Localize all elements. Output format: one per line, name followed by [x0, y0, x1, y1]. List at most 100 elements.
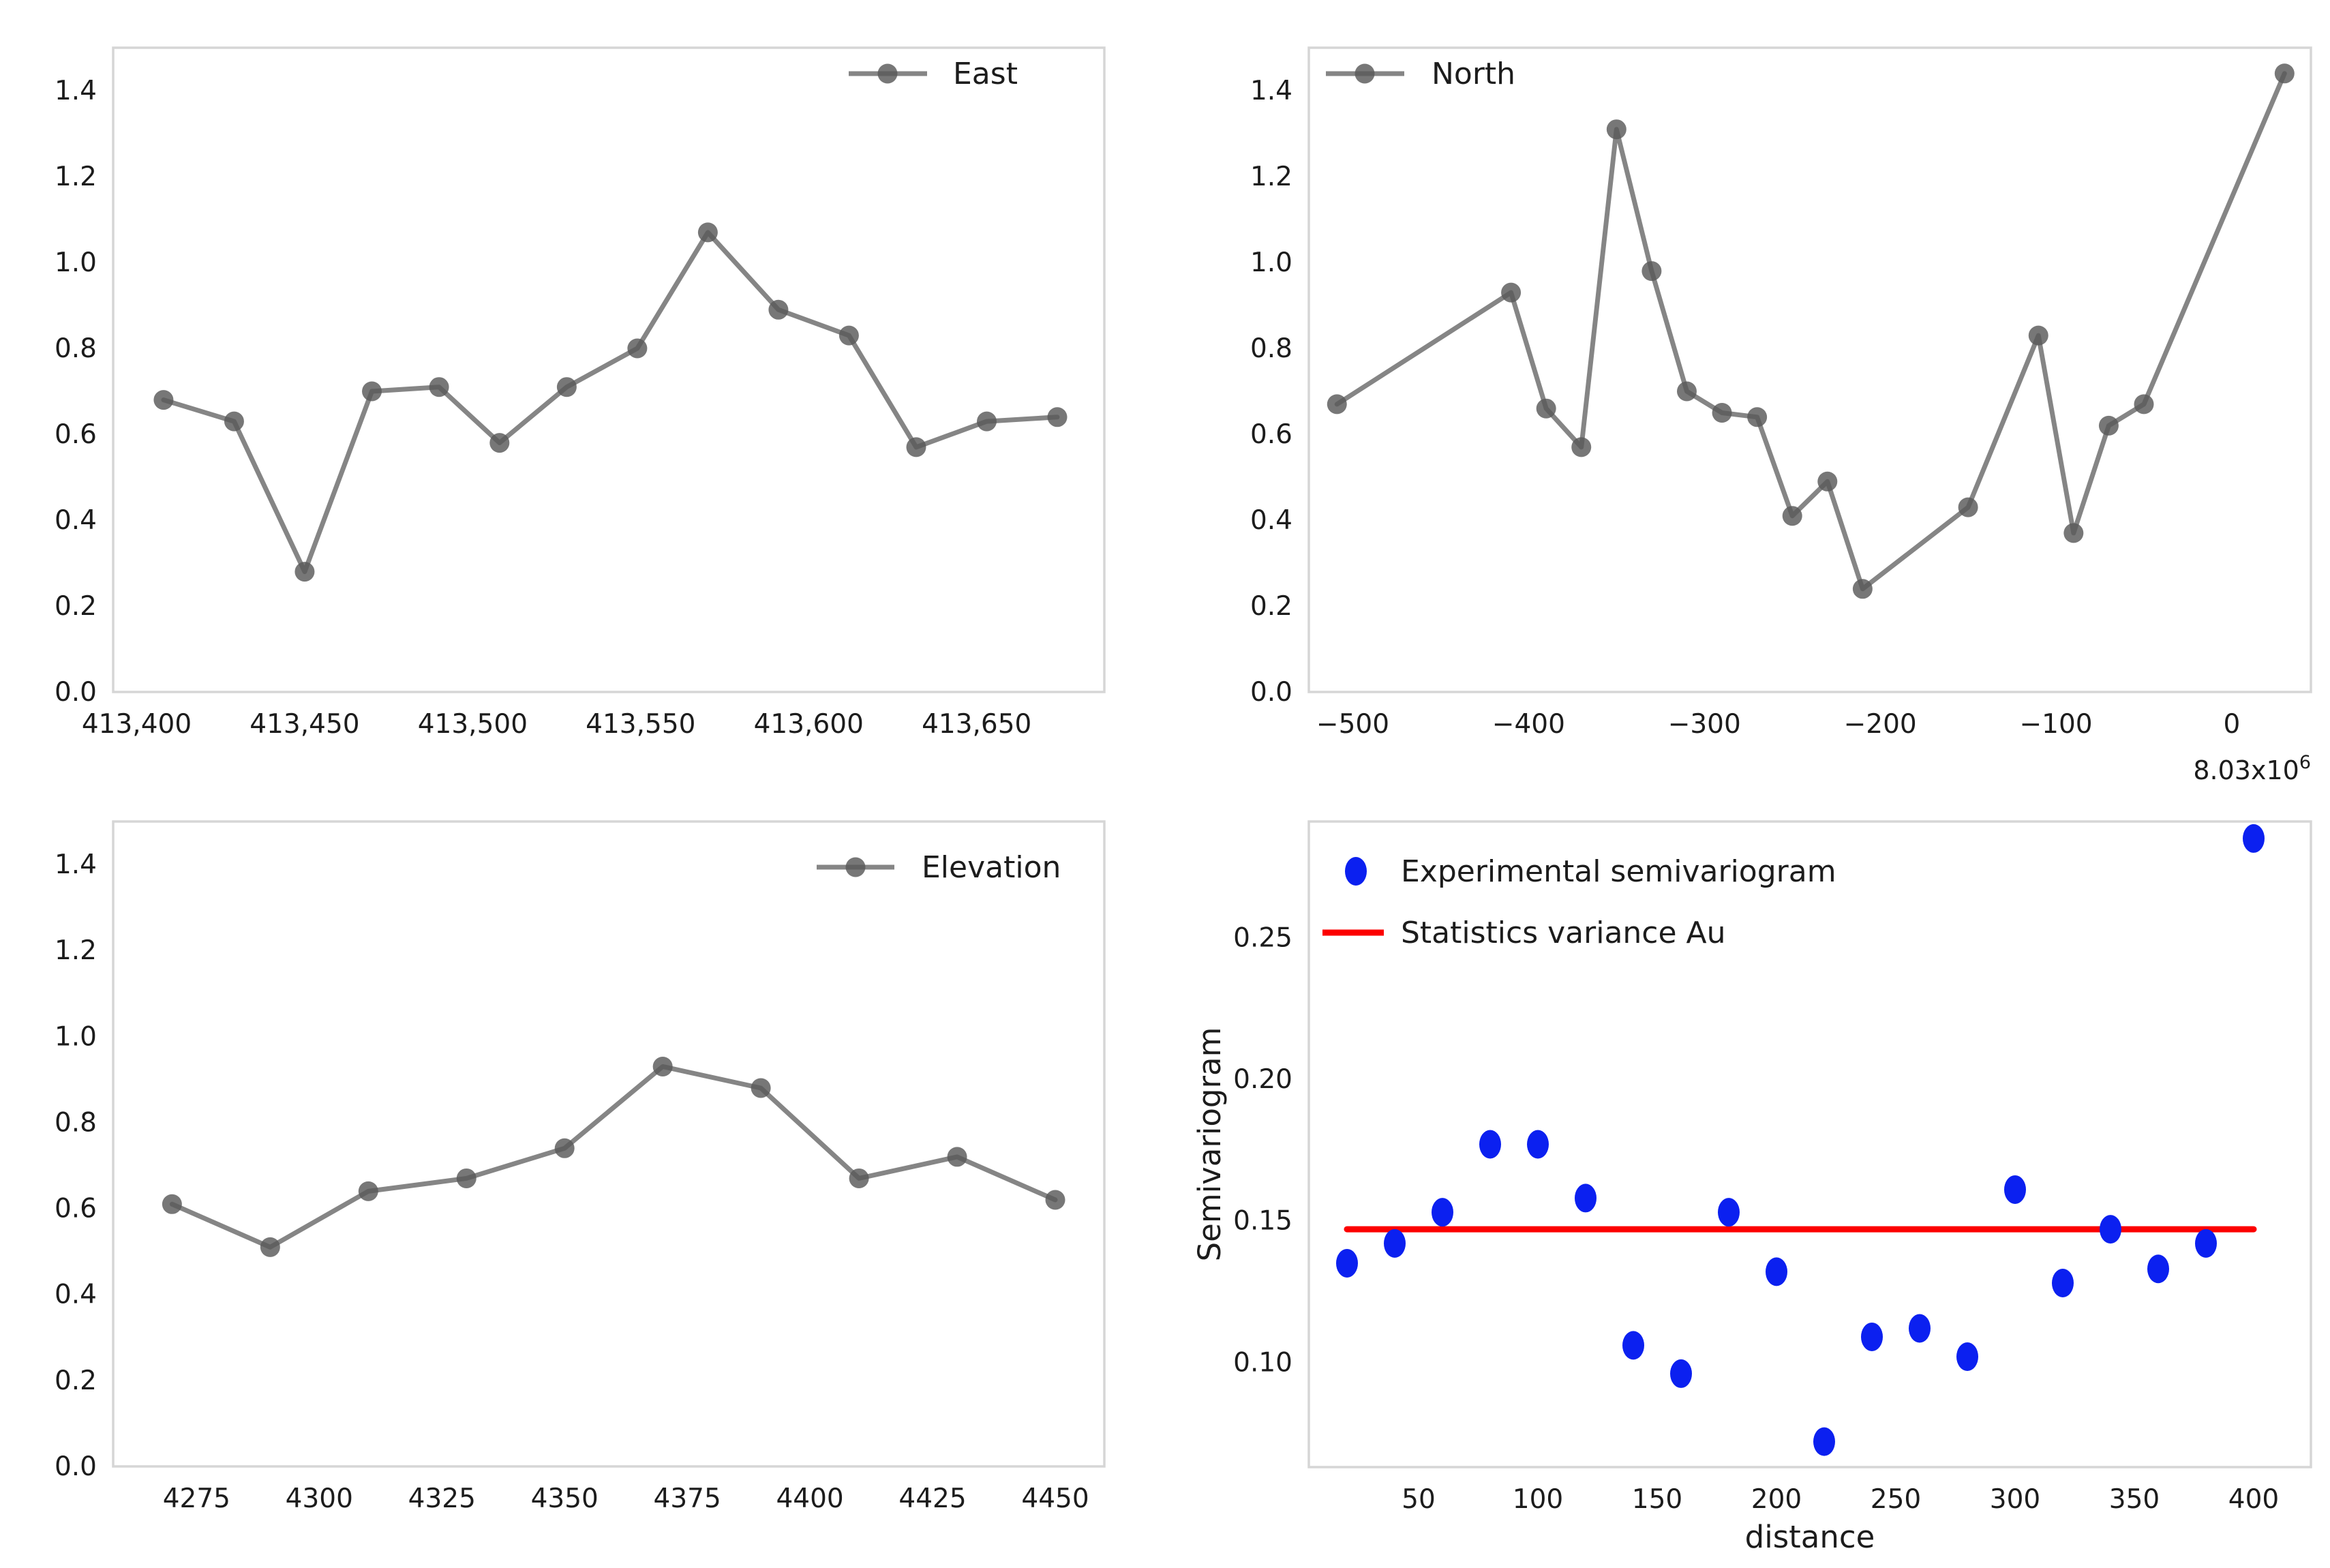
scatter-point [1527, 1130, 1549, 1159]
scatter-point [1622, 1331, 1644, 1360]
y-tick-label: 1.4 [1250, 76, 1292, 106]
scatter-point [1956, 1342, 1978, 1372]
y-tick-label: 1.0 [55, 247, 97, 278]
data-point-marker [362, 381, 382, 402]
data-point-marker [1327, 394, 1347, 414]
data-point-marker [1536, 398, 1556, 419]
y-tick-label: 0.4 [1250, 505, 1292, 536]
data-point-marker [627, 338, 648, 359]
y-tick-label: 0.2 [55, 591, 97, 622]
series-line [1334, 71, 2287, 592]
data-point-marker [429, 377, 449, 397]
y-tick-label: 0.4 [55, 505, 97, 536]
scatter-point [2004, 1175, 2026, 1204]
y-tick-label: 0.2 [1250, 591, 1292, 622]
scatter-point [1861, 1322, 1883, 1351]
y-tick-label: 0.20 [1233, 1064, 1292, 1095]
x-tick-label: 413,400 [82, 709, 192, 740]
legend-label: Experimental semivariogram [1401, 854, 1836, 889]
scatter-point [1384, 1228, 1406, 1258]
y-tick-label: 0.8 [55, 1107, 97, 1138]
x-tick-label: 100 [1513, 1484, 1563, 1515]
y-tick-label: 1.2 [1250, 162, 1292, 192]
data-point-marker [906, 437, 926, 457]
data-point-marker [1047, 407, 1068, 427]
data-point-marker [1571, 437, 1592, 457]
x-axis-offset-label: 8.03x106 [2193, 752, 2311, 784]
y-tick-label: 0.0 [55, 677, 97, 708]
y-tick-label: 1.4 [55, 76, 97, 106]
legend-label: Elevation [922, 850, 1061, 885]
legend-marker-sample [845, 857, 866, 877]
data-point-marker [489, 433, 510, 453]
y-tick-label: 0.0 [55, 1451, 97, 1482]
data-point-marker [768, 299, 789, 320]
x-tick-label: 150 [1632, 1484, 1682, 1515]
semivariogram-chart-panel: 50 100 150 200 250 300 350 400 0.10 0.15 0.20 0.25 d… [1165, 784, 2330, 1568]
x-tick-label: 350 [2109, 1484, 2160, 1515]
scatter-point [2243, 824, 2265, 853]
scatter-point [1479, 1130, 1501, 1159]
x-tick-label: 413,550 [586, 709, 695, 740]
x-tick-label: 200 [1751, 1484, 1802, 1515]
x-tick-label: −200 [1844, 709, 1917, 740]
scatter-point [1909, 1314, 1931, 1343]
east-chart-panel: 413,400 413,450 413,500 413,550 413,600 413,6… [0, 0, 1165, 784]
x-tick-label: −100 [2019, 709, 2092, 740]
x-tick-label: 413,500 [418, 709, 528, 740]
data-point-marker [652, 1056, 673, 1076]
data-point-marker [1782, 506, 1802, 526]
y-tick-label: 1.2 [55, 162, 97, 192]
data-point-marker [2098, 415, 2119, 436]
x-tick-label: 4300 [286, 1483, 353, 1514]
data-point-marker [1817, 471, 1838, 492]
legend-label: Statistics variance Au [1401, 916, 1726, 950]
y-tick-label: 1.0 [1250, 247, 1292, 278]
x-tick-label: 250 [1871, 1484, 1921, 1515]
x-tick-label: −400 [1492, 709, 1565, 740]
x-tick-label: 0 [2224, 709, 2241, 740]
y-tick-label: 0.0 [1250, 677, 1292, 708]
legend-marker-sample [877, 63, 898, 84]
elevation-chart-panel: 4275 4300 4325 4350 4375 4400 4425 4450 0.0 0.2 0.… [0, 784, 1165, 1568]
data-point-marker [224, 411, 244, 432]
data-point-marker [153, 390, 174, 410]
scatter-point [1432, 1198, 1453, 1227]
data-point-marker [294, 562, 315, 582]
scatter-point [2195, 1228, 2217, 1258]
y-tick-label: 1.2 [55, 935, 97, 966]
scatter-point [2147, 1254, 2169, 1284]
y-tick-label: 0.8 [55, 333, 97, 364]
legend-marker-sample [1355, 63, 1375, 84]
x-tick-label: −500 [1316, 709, 1389, 740]
x-tick-label: 4425 [898, 1483, 966, 1514]
data-point-marker [2134, 394, 2154, 414]
data-point-marker [554, 1138, 575, 1158]
scatter-point [1670, 1359, 1692, 1388]
x-tick-label: 50 [1402, 1484, 1436, 1515]
east-chart: 413,400 413,450 413,500 413,550 413,600 413,6… [55, 46, 1106, 740]
legend-label: North [1432, 57, 1515, 91]
x-tick-label: 4450 [1021, 1483, 1089, 1514]
data-point-marker [1958, 497, 1978, 517]
y-tick-label: 0.8 [1250, 333, 1292, 364]
data-point-marker [1641, 261, 1662, 282]
x-tick-label: 4400 [776, 1483, 843, 1514]
legend-label: East [953, 57, 1018, 91]
data-point-marker [1712, 403, 1732, 423]
data-point-marker [947, 1147, 967, 1167]
data-point-marker [2028, 325, 2048, 346]
data-point-marker [162, 1194, 182, 1214]
y-tick-label: 0.15 [1233, 1206, 1292, 1237]
y-tick-label: 0.25 [1233, 922, 1292, 953]
data-point-marker [456, 1168, 476, 1188]
plot-frame [1307, 46, 2312, 693]
y-tick-label: 1.4 [55, 849, 97, 880]
y-tick-label: 0.4 [55, 1280, 97, 1310]
data-point-marker [849, 1168, 869, 1188]
y-tick-label: 0.6 [55, 1194, 97, 1224]
scatter-point [1718, 1198, 1740, 1227]
plot-frame [112, 46, 1106, 693]
plot-frame [112, 820, 1106, 1468]
